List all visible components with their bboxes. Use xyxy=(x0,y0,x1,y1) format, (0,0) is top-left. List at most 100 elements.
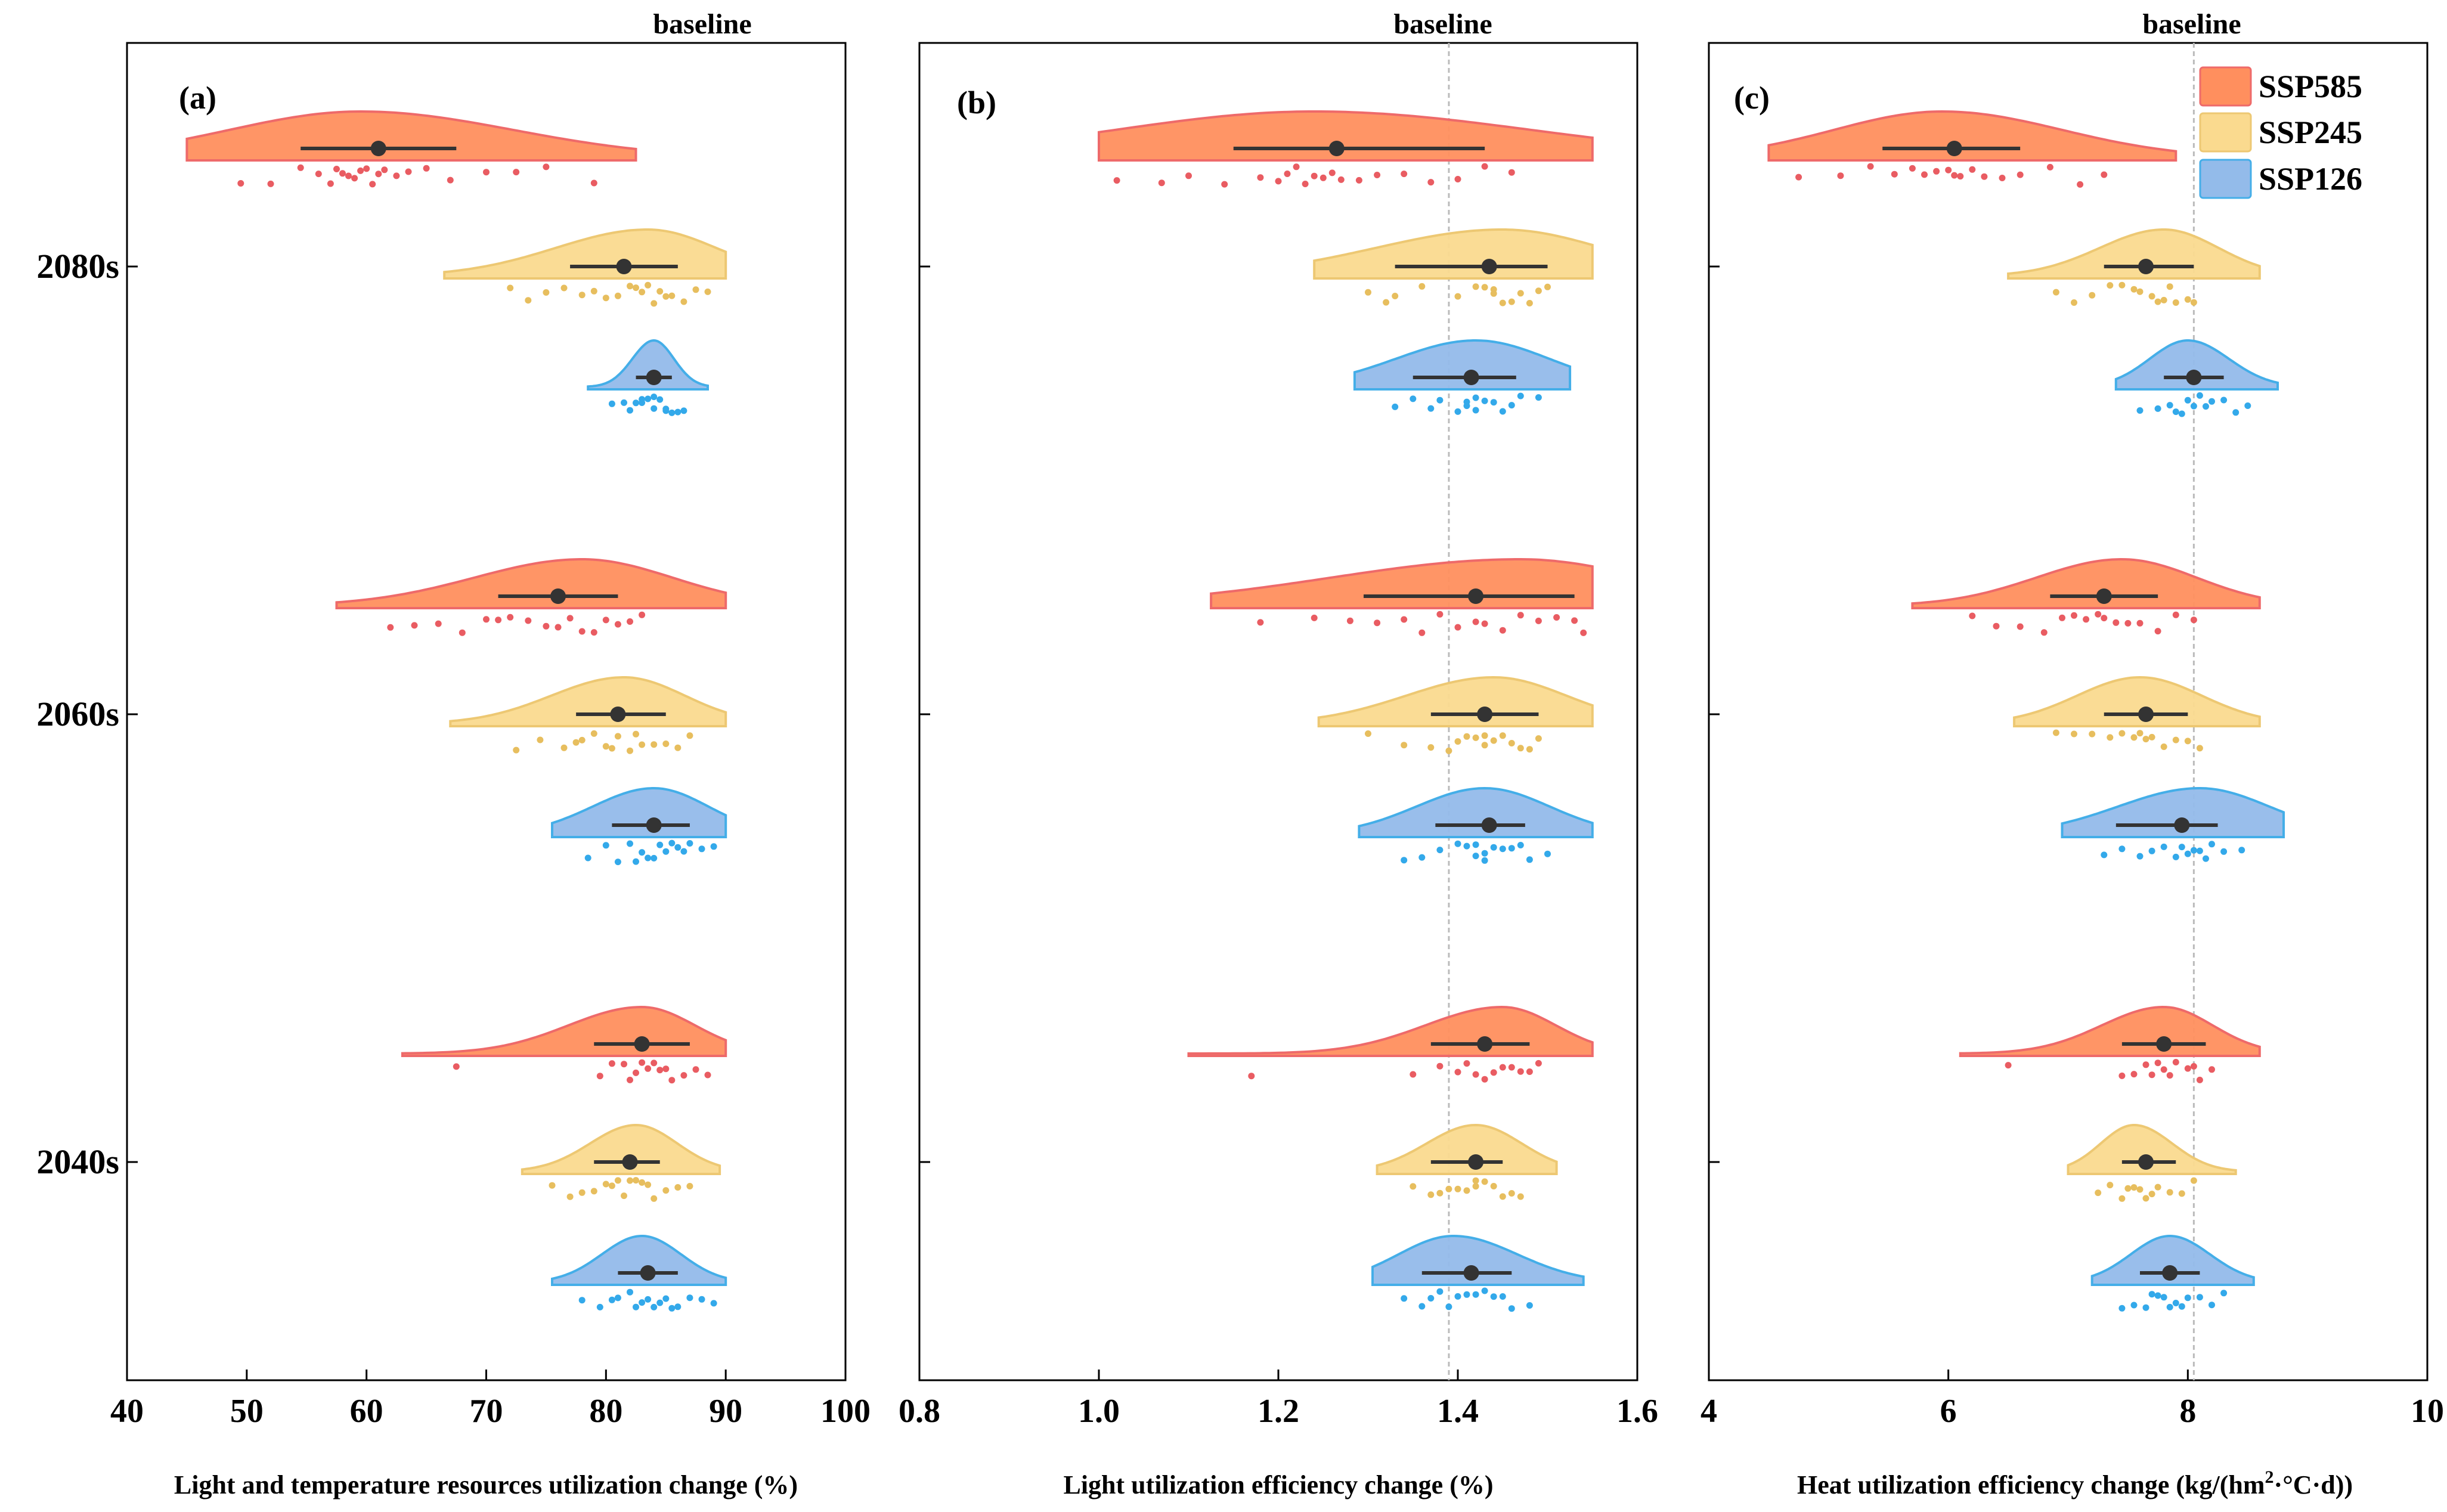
violin-2080s-ssp585 xyxy=(1767,110,2177,162)
data-point-2080s-ssp126 xyxy=(2184,396,2191,404)
violin-2080s-ssp245 xyxy=(443,228,727,280)
data-point-2080s-ssp126 xyxy=(2178,410,2185,417)
violin-2040s-ssp245 xyxy=(1376,1123,1558,1175)
data-point-2060s-ssp585 xyxy=(1499,627,1506,634)
panel-b-x-tick-label: 1.0 xyxy=(1078,1393,1120,1430)
data-point-2040s-ssp126 xyxy=(1401,1295,1408,1302)
data-point-2060s-ssp245 xyxy=(1481,742,1488,749)
panel-b-x-tick-label: 1.6 xyxy=(1616,1393,1658,1430)
data-point-2080s-ssp126 xyxy=(668,409,676,416)
data-point-2060s-ssp245 xyxy=(2184,738,2191,745)
data-point-2060s-ssp126 xyxy=(639,849,646,856)
data-point-2040s-ssp585 xyxy=(704,1071,711,1079)
data-point-2080s-ssp126 xyxy=(1535,394,1542,401)
mean-point-2080s-ssp126 xyxy=(646,370,662,385)
data-point-2080s-ssp126 xyxy=(2209,398,2215,405)
data-point-2040s-ssp126 xyxy=(2118,1305,2126,1312)
data-point-2080s-ssp126 xyxy=(608,400,615,407)
data-point-2080s-ssp585 xyxy=(513,169,520,176)
data-point-2040s-ssp126 xyxy=(2130,1302,2138,1309)
data-point-2040s-ssp245 xyxy=(621,1192,627,1200)
data-point-2040s-ssp585 xyxy=(668,1077,676,1084)
data-point-2060s-ssp245 xyxy=(633,730,639,738)
data-point-2040s-ssp245 xyxy=(1454,1185,1461,1192)
data-point-2060s-ssp126 xyxy=(2190,847,2197,854)
data-point-2080s-ssp245 xyxy=(614,292,621,299)
data-point-2060s-ssp245 xyxy=(608,745,615,752)
data-point-2080s-ssp585 xyxy=(2046,163,2053,171)
mean-point-2040s-ssp245 xyxy=(2138,1154,2154,1170)
data-point-2080s-ssp126 xyxy=(674,408,682,416)
data-point-2040s-ssp126 xyxy=(578,1297,586,1304)
data-point-2060s-ssp585 xyxy=(1481,620,1488,627)
panel-c-x-tick-label: 10 xyxy=(2411,1393,2444,1430)
data-point-2080s-ssp245 xyxy=(1392,293,1399,299)
mean-point-2040s-ssp126 xyxy=(1463,1265,1479,1281)
violin-2040s-ssp245 xyxy=(2067,1124,2237,1175)
violin-2080s-ssp585 xyxy=(1098,110,1594,162)
mean-point-2060s-ssp585 xyxy=(1468,588,1484,604)
legend-label-ssp126: SSP126 xyxy=(2259,161,2362,197)
data-point-2080s-ssp245 xyxy=(590,287,597,295)
data-point-2060s-ssp126 xyxy=(614,859,621,866)
data-point-2060s-ssp245 xyxy=(1508,740,1515,746)
data-point-2060s-ssp245 xyxy=(627,747,633,754)
mean-point-2080s-ssp585 xyxy=(370,141,386,156)
violin-2060s-ssp245 xyxy=(1317,676,1594,727)
data-point-2080s-ssp585 xyxy=(351,175,358,182)
data-point-2060s-ssp585 xyxy=(1571,617,1578,624)
data-point-2060s-ssp126 xyxy=(1481,857,1488,864)
data-point-2040s-ssp245 xyxy=(2118,1195,2126,1202)
data-point-2080s-ssp585 xyxy=(333,166,340,172)
data-point-2080s-ssp245 xyxy=(1481,284,1488,291)
data-point-2060s-ssp585 xyxy=(1993,622,2000,630)
data-point-2080s-ssp126 xyxy=(633,399,639,407)
panel-a: baseline (a) Light and temperature resou… xyxy=(110,8,871,1499)
data-point-2080s-ssp245 xyxy=(1535,287,1542,295)
data-point-2080s-ssp585 xyxy=(363,165,370,172)
data-point-2060s-ssp245 xyxy=(1535,735,1542,742)
data-point-2080s-ssp245 xyxy=(1490,286,1497,293)
mean-point-2080s-ssp245 xyxy=(2138,259,2154,274)
data-point-2040s-ssp126 xyxy=(596,1303,603,1310)
data-point-2080s-ssp126 xyxy=(2244,402,2251,409)
data-point-2060s-ssp245 xyxy=(602,743,609,750)
data-point-2060s-ssp585 xyxy=(614,621,621,628)
data-point-2040s-ssp126 xyxy=(651,1303,658,1310)
data-point-2040s-ssp245 xyxy=(1481,1178,1488,1185)
panel-c-x-axis-title-superscript: 2 xyxy=(2265,1467,2274,1487)
data-point-2080s-ssp585 xyxy=(345,172,352,179)
data-point-2080s-ssp126 xyxy=(645,395,652,402)
data-point-2080s-ssp245 xyxy=(1526,300,1533,306)
data-point-2080s-ssp585 xyxy=(447,176,454,184)
data-point-2040s-ssp126 xyxy=(710,1300,717,1307)
data-point-2060s-ssp585 xyxy=(1374,619,1381,627)
data-point-2080s-ssp126 xyxy=(1427,405,1435,412)
data-point-2040s-ssp126 xyxy=(2160,1294,2167,1301)
data-point-2040s-ssp126 xyxy=(2172,1300,2179,1306)
data-point-2080s-ssp245 xyxy=(2190,299,2197,306)
data-point-2060s-ssp245 xyxy=(1517,745,1524,752)
data-point-2040s-ssp245 xyxy=(1508,1190,1515,1197)
data-point-2060s-ssp126 xyxy=(1499,845,1506,853)
data-point-2080s-ssp245 xyxy=(2148,293,2155,300)
data-point-2080s-ssp245 xyxy=(1508,298,1515,305)
data-point-2040s-ssp245 xyxy=(2166,1189,2173,1196)
data-point-2040s-ssp585 xyxy=(1508,1064,1515,1071)
data-point-2060s-ssp585 xyxy=(435,620,442,627)
violin-2040s-ssp126 xyxy=(551,1235,727,1286)
data-point-2080s-ssp245 xyxy=(2071,299,2077,306)
data-point-2060s-ssp585 xyxy=(2095,611,2102,618)
data-point-2040s-ssp245 xyxy=(590,1188,597,1195)
data-point-2060s-ssp585 xyxy=(1454,624,1461,631)
data-point-2080s-ssp126 xyxy=(2220,396,2228,404)
panel-c-tag: (c) xyxy=(1734,80,1770,116)
data-point-2060s-ssp585 xyxy=(1418,629,1426,636)
data-point-2080s-ssp585 xyxy=(357,167,364,174)
legend-label-ssp585: SSP585 xyxy=(2259,69,2362,104)
data-point-2040s-ssp245 xyxy=(1472,1177,1479,1184)
data-point-2040s-ssp126 xyxy=(662,1295,670,1302)
data-point-2040s-ssp245 xyxy=(602,1181,609,1188)
data-point-2080s-ssp245 xyxy=(543,289,550,296)
